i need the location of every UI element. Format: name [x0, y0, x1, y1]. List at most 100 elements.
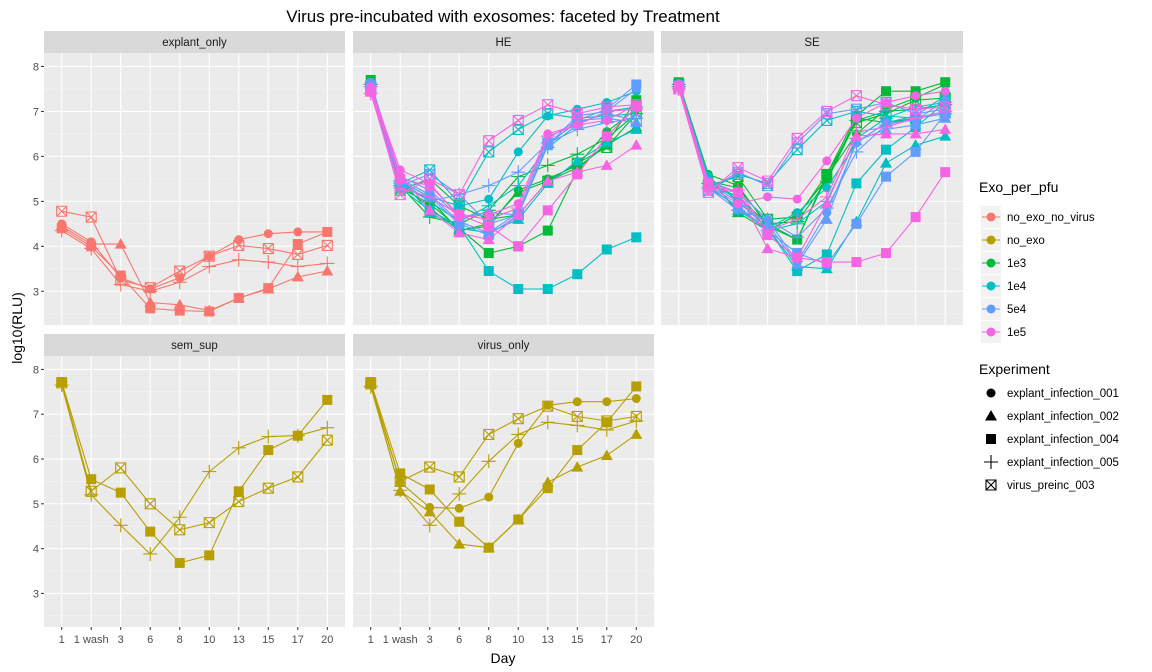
- data-point: [910, 103, 922, 115]
- data-point: [630, 114, 642, 126]
- x-tick-label: 10: [512, 634, 524, 646]
- data-point: [881, 144, 892, 155]
- data-point: [881, 171, 892, 182]
- data-point: [940, 167, 951, 178]
- x-tick-label: 15: [571, 634, 583, 646]
- panel-background: [44, 53, 345, 325]
- data-point: [512, 413, 524, 425]
- legend-label: no_exo_no_virus: [1007, 212, 1095, 224]
- data-point: [395, 173, 406, 184]
- series-line: [61, 230, 328, 292]
- legend-label: explant_infection_001: [1007, 388, 1119, 400]
- data-point: [393, 483, 408, 498]
- data-point: [144, 282, 156, 294]
- data-point: [763, 192, 773, 202]
- series-line: [370, 381, 637, 549]
- data-point: [143, 546, 158, 561]
- data-point: [600, 159, 613, 170]
- data-point: [115, 487, 126, 498]
- data-point: [513, 241, 524, 252]
- data-point: [851, 257, 862, 268]
- y-tick-label: 7: [33, 106, 39, 118]
- facet-strip: [353, 334, 654, 356]
- data-point: [630, 428, 643, 439]
- data-point: [320, 420, 335, 435]
- data-point: [174, 265, 186, 277]
- data-point: [939, 101, 951, 113]
- series-no_exo-virus_preinc_003: [365, 378, 642, 487]
- facet-panels: explant_only 3 4 5 6 7 8 HE SE sem_sup 3 4 5 6 7 8 1 1 wa…: [33, 31, 963, 646]
- data-point: [571, 461, 584, 472]
- color-legend-entry: no_exo: [981, 229, 1045, 251]
- x-tick-label: 1: [368, 634, 374, 646]
- data-point: [292, 239, 303, 250]
- data-point: [453, 538, 466, 549]
- series-no_exo-virus_preinc_003: [56, 377, 333, 536]
- data-point: [423, 505, 436, 517]
- data-point: [601, 101, 613, 113]
- data-point: [263, 229, 273, 239]
- legend-label: explant_infection_005: [1007, 457, 1119, 469]
- data-point: [204, 550, 215, 561]
- data-point: [572, 445, 583, 456]
- legend-key-point: [986, 235, 996, 245]
- legend-label: 1e5: [1007, 327, 1026, 339]
- data-point: [909, 127, 922, 139]
- x-tick-label: 13: [233, 634, 245, 646]
- shape-legend-entry: explant_infection_005: [984, 455, 1119, 469]
- y-tick-label: 4: [33, 544, 39, 556]
- data-point: [511, 201, 526, 216]
- data-point: [233, 293, 244, 304]
- data-point: [571, 410, 583, 423]
- data-point: [542, 225, 553, 236]
- x-tick-label: 15: [262, 634, 274, 646]
- data-point: [850, 103, 862, 115]
- data-point: [540, 129, 555, 144]
- data-point: [881, 248, 892, 259]
- legend-label: 1e4: [1007, 281, 1027, 293]
- data-point: [422, 518, 437, 533]
- series-line: [678, 86, 946, 272]
- x-tick-label: 8: [177, 634, 183, 646]
- data-point: [454, 503, 464, 513]
- shape-legend-entry: explant_infection_004: [986, 434, 1119, 446]
- data-point: [483, 146, 495, 158]
- series-line: [678, 88, 946, 232]
- data-point: [849, 144, 864, 159]
- data-point: [849, 124, 864, 139]
- data-point: [452, 486, 467, 501]
- data-point: [940, 86, 950, 96]
- facet-strip: [44, 334, 345, 356]
- data-point: [56, 377, 68, 389]
- data-point: [821, 257, 832, 268]
- series-line: [370, 86, 637, 290]
- data-point: [630, 123, 643, 134]
- data-point: [292, 471, 304, 483]
- data-point: [453, 189, 465, 201]
- data-point: [321, 239, 333, 251]
- data-point: [291, 270, 304, 282]
- data-point: [454, 516, 465, 527]
- data-point: [263, 445, 274, 456]
- facet-explant_only: explant_only 3 4 5 6 7 8: [33, 31, 345, 325]
- x-tick-label: 1: [59, 634, 65, 646]
- data-point: [542, 400, 554, 412]
- facet-strip-label: HE: [496, 37, 512, 49]
- series-line: [370, 91, 637, 248]
- data-point: [880, 99, 892, 111]
- data-point: [365, 85, 377, 97]
- data-point: [572, 269, 583, 280]
- x-tick-label: 1 wash: [383, 634, 418, 646]
- series-line: [61, 210, 328, 289]
- series-line: [678, 86, 946, 259]
- legend-key-shape: [986, 434, 996, 444]
- color-legend-entry: 1e5: [981, 321, 1026, 343]
- legend-label: no_exo: [1007, 235, 1045, 247]
- legend-label: 1e3: [1007, 258, 1026, 270]
- series-line: [61, 381, 328, 564]
- data-point: [733, 199, 743, 209]
- x-tick-label: 1 wash: [74, 634, 109, 646]
- data-point: [543, 400, 553, 410]
- data-point: [115, 462, 127, 474]
- x-tick-label: 17: [292, 634, 304, 646]
